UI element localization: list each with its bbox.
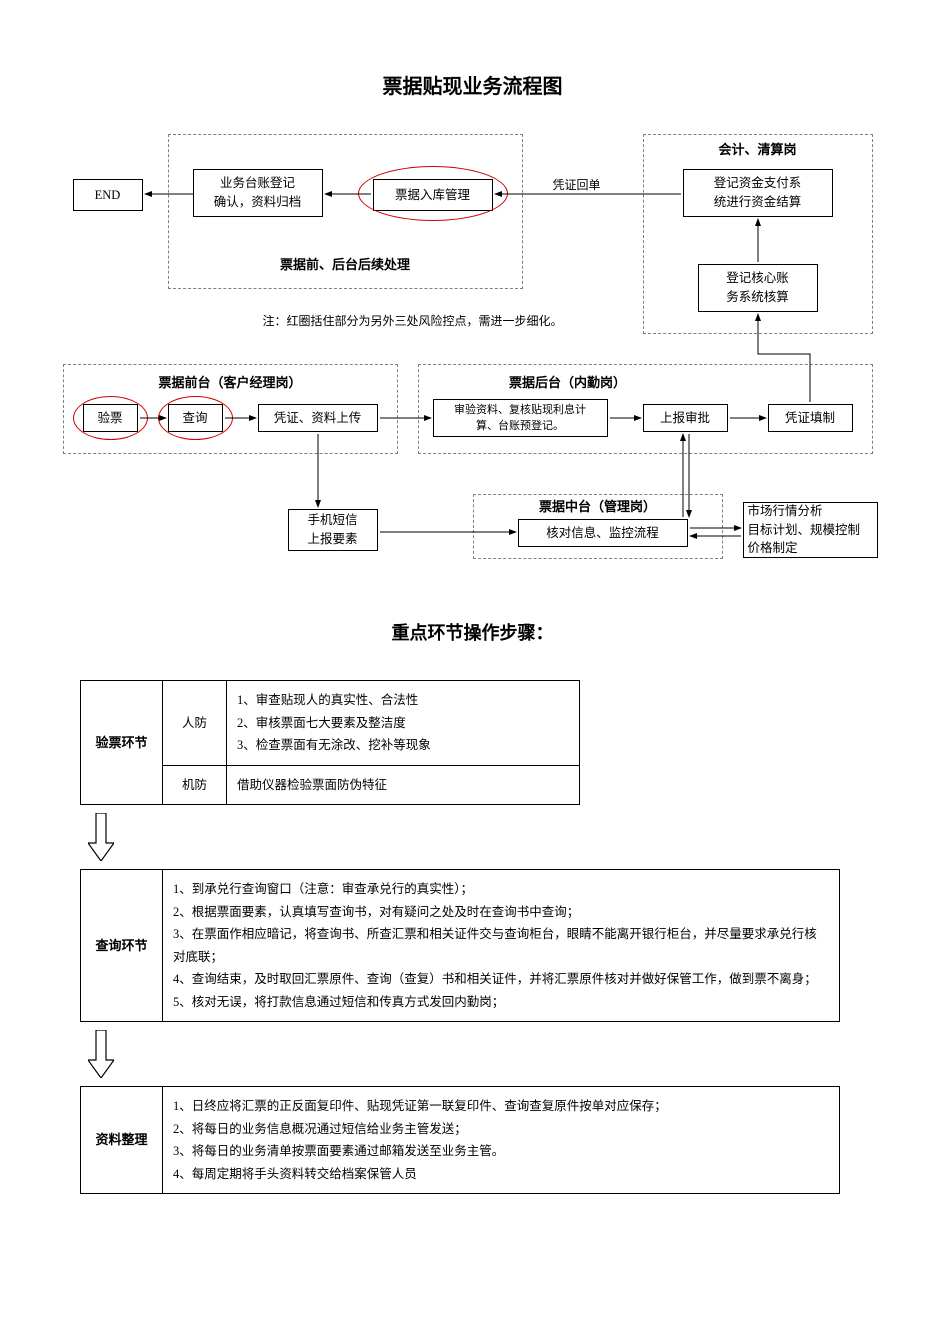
receipt-label: 凭证回单 [553,176,601,193]
step2-label: 查询环节 [81,870,163,1022]
node-market: 市场行情分析 目标计划、规模控制 价格制定 [743,502,878,558]
node-sms: 手机短信 上报要素 [288,509,378,551]
group-mid-label: 票据中台（管理岗） [473,496,723,515]
step3-wrap: 资料整理 1、日终应将汇票的正反面复印件、贴现凭证第一联复印件、查询查复原件按单… [80,1086,840,1194]
node-end: END [73,179,143,211]
node-query: 查询 [168,404,223,432]
group-top-left-label: 票据前、后台后续处理 [168,254,523,273]
node-verify: 验票 [83,404,138,432]
down-arrow-1 [88,813,114,861]
page-title: 票据贴现业务流程图 [60,70,885,99]
steps-title: 重点环节操作步骤： [60,619,885,645]
node-storage: 票据入库管理 [373,179,493,211]
step1-row1-text: 借助仪器检验票面防伪特征 [227,765,580,805]
step3-label: 资料整理 [81,1087,163,1194]
node-monitor: 核对信息、监控流程 [518,519,688,547]
node-core: 登记核心账 务系统核算 [698,264,818,312]
step3-table: 资料整理 1、日终应将汇票的正反面复印件、贴现凭证第一联复印件、查询查复原件按单… [80,1086,840,1194]
node-approve: 上报审批 [643,404,728,432]
step1-wrap: 验票环节 人防 1、审查贴现人的真实性、合法性 2、审核票面七大要素及整洁度 3… [80,680,580,805]
node-confirm: 业务台账登记 确认，资料归档 [193,169,323,217]
flow-note: 注：红圈括住部分为另外三处风险控点，需进一步细化。 [263,312,563,329]
node-settle: 登记资金支付系 统进行资金结算 [683,169,833,217]
group-back-label: 票据后台（内勤岗） [418,372,718,391]
step2-table: 查询环节 1、到承兑行查询窗口（注意：审查承兑行的真实性）； 2、根据票面要素，… [80,869,840,1022]
step1-table: 验票环节 人防 1、审查贴现人的真实性、合法性 2、审核票面七大要素及整洁度 3… [80,680,580,805]
group-front-label: 票据前台（客户经理岗） [63,372,398,391]
step3-text: 1、日终应将汇票的正反面复印件、贴现凭证第一联复印件、查询查复原件按单对应保存；… [163,1087,840,1194]
down-arrow-2 [88,1030,114,1078]
step1-row0-sub: 人防 [163,681,227,766]
step1-row0-text: 1、审查贴现人的真实性、合法性 2、审核票面七大要素及整洁度 3、检查票面有无涂… [227,681,580,766]
node-upload: 凭证、资料上传 [258,404,378,432]
flowchart: 票据前、后台后续处理 会计、清算岗 票据前台（客户经理岗） 票据后台（内勤岗） … [63,124,883,564]
group-top-right-label: 会计、清算岗 [643,139,873,158]
step2-text: 1、到承兑行查询窗口（注意：审查承兑行的真实性）； 2、根据票面要素，认真填写查… [163,870,840,1022]
node-audit: 审验资料、复核贴现利息计 算、台账预登记。 [433,399,608,437]
step1-label: 验票环节 [81,681,163,805]
node-voucher: 凭证填制 [768,404,853,432]
step1-row1-sub: 机防 [163,765,227,805]
step2-wrap: 查询环节 1、到承兑行查询窗口（注意：审查承兑行的真实性）； 2、根据票面要素，… [80,869,840,1022]
